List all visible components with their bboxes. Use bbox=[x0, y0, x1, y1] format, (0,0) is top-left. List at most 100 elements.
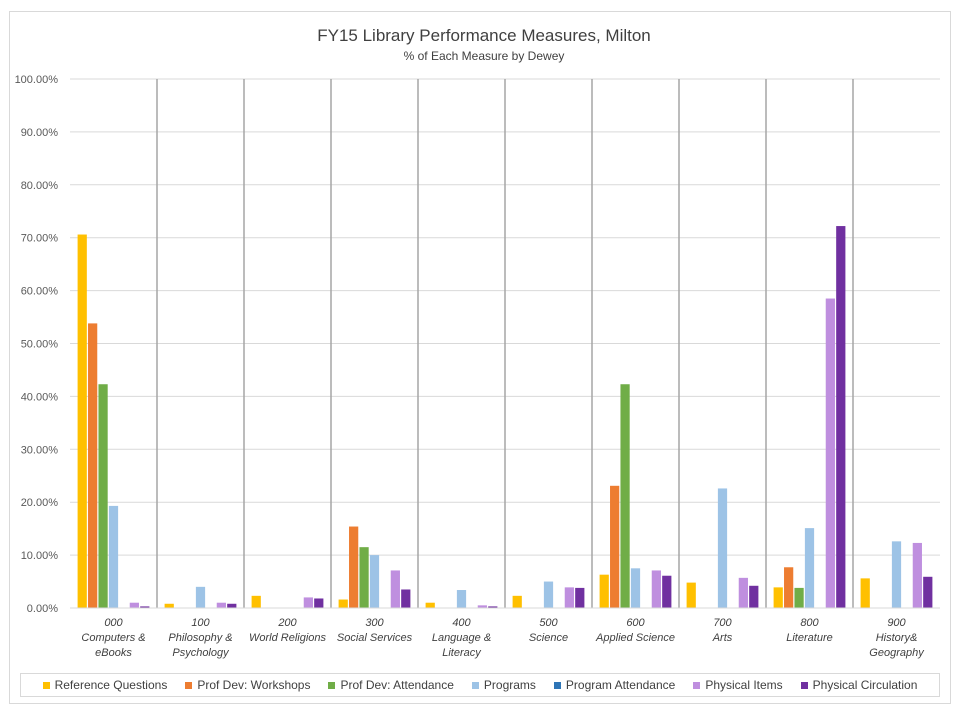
y-tick-label: 0.00% bbox=[27, 603, 58, 615]
bar bbox=[738, 577, 748, 608]
x-tick-label: Social Services bbox=[337, 632, 413, 644]
legend-label: Physical Items bbox=[705, 678, 783, 692]
x-tick-label: Applied Science bbox=[595, 632, 675, 644]
x-tick-label: 900 bbox=[887, 617, 906, 629]
bar bbox=[620, 384, 630, 608]
x-tick-label: History& bbox=[876, 632, 918, 644]
legend-item: Reference Questions bbox=[42, 678, 168, 692]
bar bbox=[836, 226, 846, 608]
bar bbox=[303, 597, 313, 608]
bar bbox=[88, 323, 98, 608]
bar bbox=[349, 526, 359, 608]
x-tick-label: Science bbox=[529, 632, 568, 644]
legend-item: Program Attendance bbox=[553, 678, 676, 692]
x-tick-label: 000 bbox=[104, 617, 123, 629]
legend-swatch bbox=[471, 681, 479, 689]
legend-swatch bbox=[800, 681, 808, 689]
x-tick-label: Psychology bbox=[172, 647, 230, 659]
legend-item: Prof Dev: Attendance bbox=[328, 678, 454, 692]
bar bbox=[512, 595, 522, 608]
legend-label: Program Attendance bbox=[565, 678, 676, 692]
bar bbox=[794, 587, 804, 608]
bar bbox=[488, 606, 498, 608]
bar bbox=[108, 505, 119, 608]
x-tick-label: eBooks bbox=[95, 647, 132, 659]
x-tick-label: Literacy bbox=[442, 647, 482, 659]
bar bbox=[891, 541, 902, 608]
bar bbox=[401, 589, 411, 608]
legend-label: Prof Dev: Attendance bbox=[340, 678, 454, 692]
legend-swatch bbox=[42, 681, 50, 689]
y-tick-label: 20.00% bbox=[21, 497, 59, 509]
y-tick-label: 10.00% bbox=[21, 550, 59, 562]
bar bbox=[251, 595, 261, 608]
bar bbox=[390, 570, 400, 608]
x-tick-label: Philosophy & bbox=[168, 632, 232, 644]
bar bbox=[140, 606, 150, 608]
x-tick-label: 500 bbox=[539, 617, 558, 629]
legend-label: Prof Dev: Workshops bbox=[197, 678, 311, 692]
legend-item: Physical Circulation bbox=[800, 678, 918, 692]
x-tick-label: 200 bbox=[277, 617, 297, 629]
legend-item: Programs bbox=[471, 678, 536, 692]
chart-frame bbox=[9, 11, 951, 704]
legend-label: Programs bbox=[483, 678, 536, 692]
y-tick-label: 50.00% bbox=[21, 339, 59, 351]
y-tick-label: 40.00% bbox=[21, 391, 59, 403]
bar bbox=[610, 485, 620, 608]
x-tick-label: Language & bbox=[432, 632, 491, 644]
x-tick-label: 400 bbox=[452, 617, 471, 629]
y-tick-label: 100.00% bbox=[15, 74, 59, 86]
chart-title: FY15 Library Performance Measures, Milto… bbox=[317, 26, 651, 45]
bar bbox=[860, 578, 870, 608]
bar bbox=[129, 602, 139, 608]
bar bbox=[804, 528, 815, 608]
x-tick-label: Literature bbox=[786, 632, 832, 644]
x-tick-label: 800 bbox=[800, 617, 819, 629]
bar bbox=[456, 590, 467, 608]
bar bbox=[651, 570, 661, 608]
legend-label: Physical Circulation bbox=[812, 678, 918, 692]
x-tick-label: 700 bbox=[713, 617, 732, 629]
bar bbox=[227, 603, 237, 608]
bar bbox=[686, 582, 696, 608]
legend-swatch bbox=[185, 681, 193, 689]
bar bbox=[477, 605, 487, 608]
x-tick-label: 600 bbox=[626, 617, 645, 629]
bar bbox=[784, 567, 794, 608]
y-tick-label: 70.00% bbox=[21, 233, 59, 245]
bar bbox=[338, 599, 348, 608]
bar bbox=[564, 587, 574, 608]
bar bbox=[216, 602, 226, 608]
bar bbox=[599, 574, 609, 608]
x-tick-label: 100 bbox=[191, 617, 210, 629]
bar bbox=[662, 575, 672, 608]
x-tick-label: World Religions bbox=[249, 632, 327, 644]
bar bbox=[195, 586, 206, 608]
bar bbox=[425, 602, 435, 608]
legend-label: Reference Questions bbox=[54, 678, 168, 692]
x-tick-label: Geography bbox=[869, 647, 925, 659]
bar bbox=[717, 488, 728, 608]
bar bbox=[773, 587, 783, 608]
y-tick-label: 30.00% bbox=[21, 444, 59, 456]
bar bbox=[164, 603, 174, 608]
bar bbox=[77, 234, 87, 608]
bar bbox=[923, 576, 933, 608]
y-tick-label: 60.00% bbox=[21, 286, 59, 298]
chart-subtitle: % of Each Measure by Dewey bbox=[403, 49, 565, 63]
legend-item: Prof Dev: Workshops bbox=[185, 678, 310, 692]
y-tick-label: 90.00% bbox=[21, 127, 59, 139]
bar bbox=[912, 542, 922, 608]
legend-swatch bbox=[328, 681, 336, 689]
x-tick-label: 300 bbox=[365, 617, 384, 629]
legend-item: Physical Items bbox=[693, 678, 783, 692]
bar bbox=[825, 298, 835, 608]
bar bbox=[369, 555, 380, 608]
bar bbox=[98, 384, 108, 608]
x-tick-label: Computers & bbox=[81, 632, 145, 644]
bar bbox=[543, 581, 554, 608]
bar bbox=[575, 587, 585, 608]
chart-legend: Reference Questions Prof Dev: Workshops Pr… bbox=[20, 673, 940, 697]
